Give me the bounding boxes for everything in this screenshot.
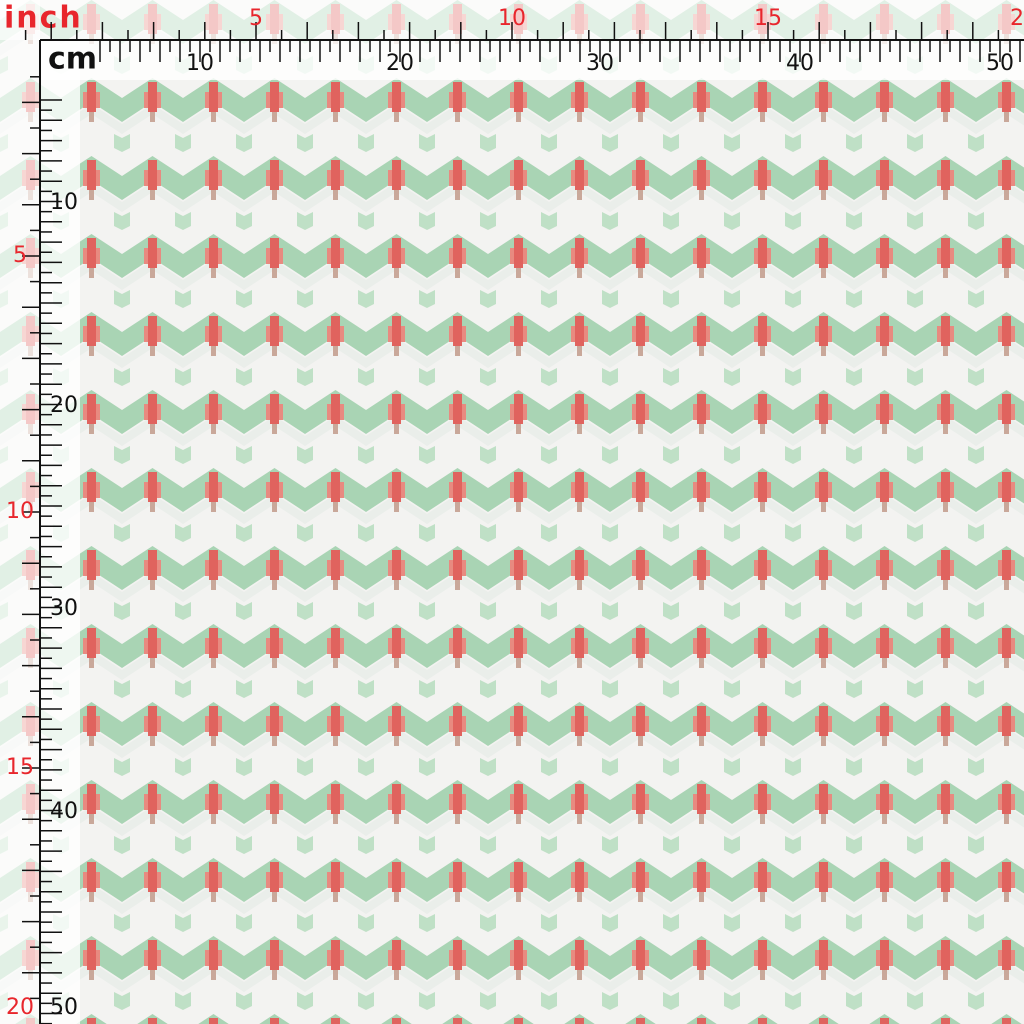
- left-cm-label: 50: [50, 995, 78, 1020]
- top-inch-label: 20: [1010, 6, 1024, 31]
- left-inch-label: 15: [6, 755, 34, 780]
- left-cm-label: 30: [50, 596, 78, 621]
- left-inch-label: 10: [6, 499, 34, 524]
- cm-band-left: [40, 40, 80, 1024]
- top-cm-label: 50: [986, 51, 1014, 76]
- top-inch-label: 15: [754, 6, 782, 31]
- left-cm-label: 10: [50, 190, 78, 215]
- top-inch-label: 5: [249, 6, 263, 31]
- top-cm-label: 40: [786, 51, 814, 76]
- cm-unit: cm: [48, 42, 97, 77]
- top-cm-label: 10: [186, 51, 214, 76]
- inch-unit: inch: [4, 1, 83, 36]
- left-cm-label: 20: [50, 393, 78, 418]
- top-inch-label: 10: [498, 6, 526, 31]
- top-cm-label: 20: [386, 51, 414, 76]
- left-inch-label: 5: [13, 243, 27, 268]
- top-cm-label: 30: [586, 51, 614, 76]
- left-inch-label: 20: [6, 995, 34, 1020]
- left-cm-label: 40: [50, 799, 78, 824]
